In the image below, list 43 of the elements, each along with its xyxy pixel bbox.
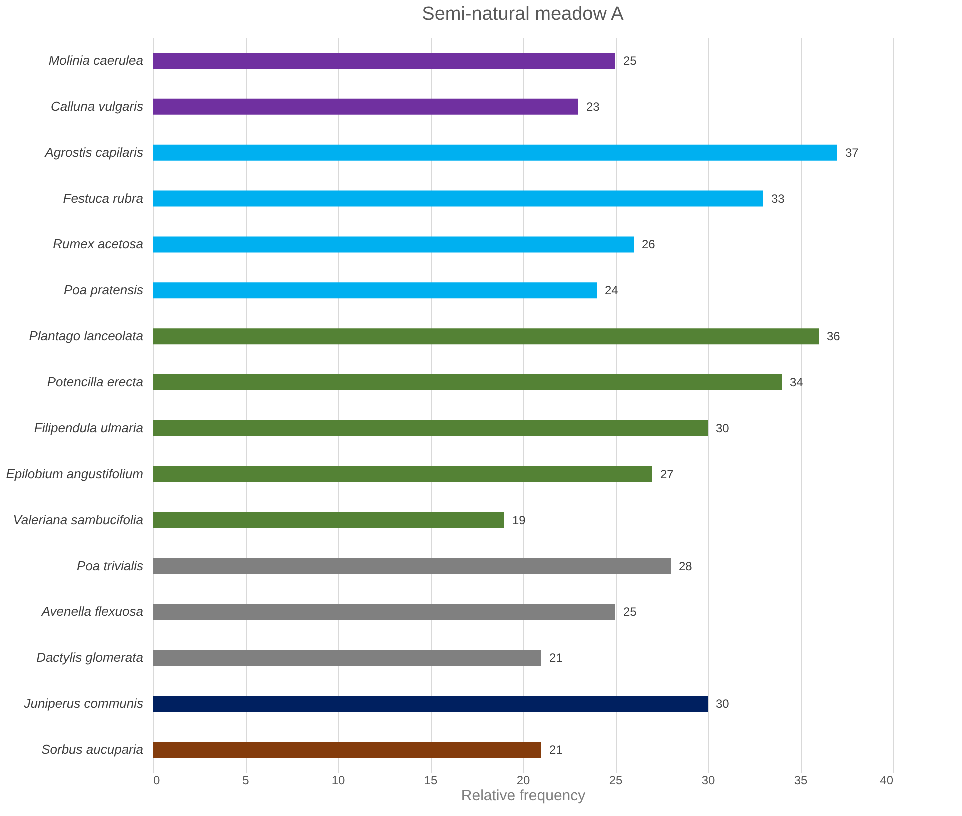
y-tick-label: Poa trivialis: [77, 558, 144, 574]
data-label: 36: [827, 330, 841, 344]
x-tick-label: 0: [154, 774, 160, 788]
data-label: 25: [624, 605, 638, 620]
x-tick-label: 40: [880, 774, 894, 788]
data-label: 21: [550, 743, 564, 758]
x-tick-label: 10: [332, 774, 346, 788]
y-tick-label: Epilobium angustifolium: [6, 466, 144, 482]
x-axis-title: Relative frequency: [461, 788, 586, 804]
data-label: 30: [716, 421, 730, 436]
y-tick-label: Filipendula ulmaria: [34, 420, 144, 436]
data-label: 24: [605, 284, 619, 298]
data-label: 30: [716, 697, 730, 712]
data-label: 19: [512, 513, 526, 528]
data-label: 28: [679, 559, 693, 574]
x-tick-label: 20: [516, 774, 530, 788]
y-tick-label: Calluna vulgaris: [51, 98, 144, 114]
x-tick-label: 25: [609, 774, 623, 788]
data-label: 37: [846, 146, 860, 160]
y-tick-label: Sorbus aucuparia: [42, 742, 144, 758]
data-label: 27: [660, 467, 674, 482]
y-tick-label: Rumex acetosa: [53, 236, 144, 252]
x-tick-label: 30: [702, 774, 716, 788]
y-tick-label: Potencilla erecta: [47, 374, 144, 390]
x-tick-label: 15: [424, 774, 438, 788]
chart-title: Semi-natural meadow A: [422, 4, 624, 25]
x-tick-label: 35: [794, 774, 808, 788]
y-tick-label: Molinia caerulea: [48, 52, 144, 68]
x-tick-label: 5: [242, 774, 250, 788]
y-tick-label: Poa pratensis: [64, 282, 144, 298]
data-label: 25: [624, 54, 638, 68]
data-label: 21: [550, 651, 564, 666]
data-label: 33: [772, 192, 786, 206]
y-tick-label: Agrostis capilaris: [44, 144, 144, 160]
y-tick-label: Valeriana sambucifolia: [13, 512, 144, 528]
y-tick-label: Plantago lanceolata: [29, 328, 144, 344]
data-label: 26: [642, 238, 656, 252]
data-label: 23: [586, 100, 600, 114]
y-tick-label: Festuca rubra: [63, 190, 144, 206]
y-tick-label: Juniperus communis: [23, 696, 144, 712]
data-label: 34: [790, 376, 804, 390]
y-tick-label: Avenella flexuosa: [40, 604, 144, 620]
y-tick-label: Dactylis glomerata: [36, 650, 144, 666]
